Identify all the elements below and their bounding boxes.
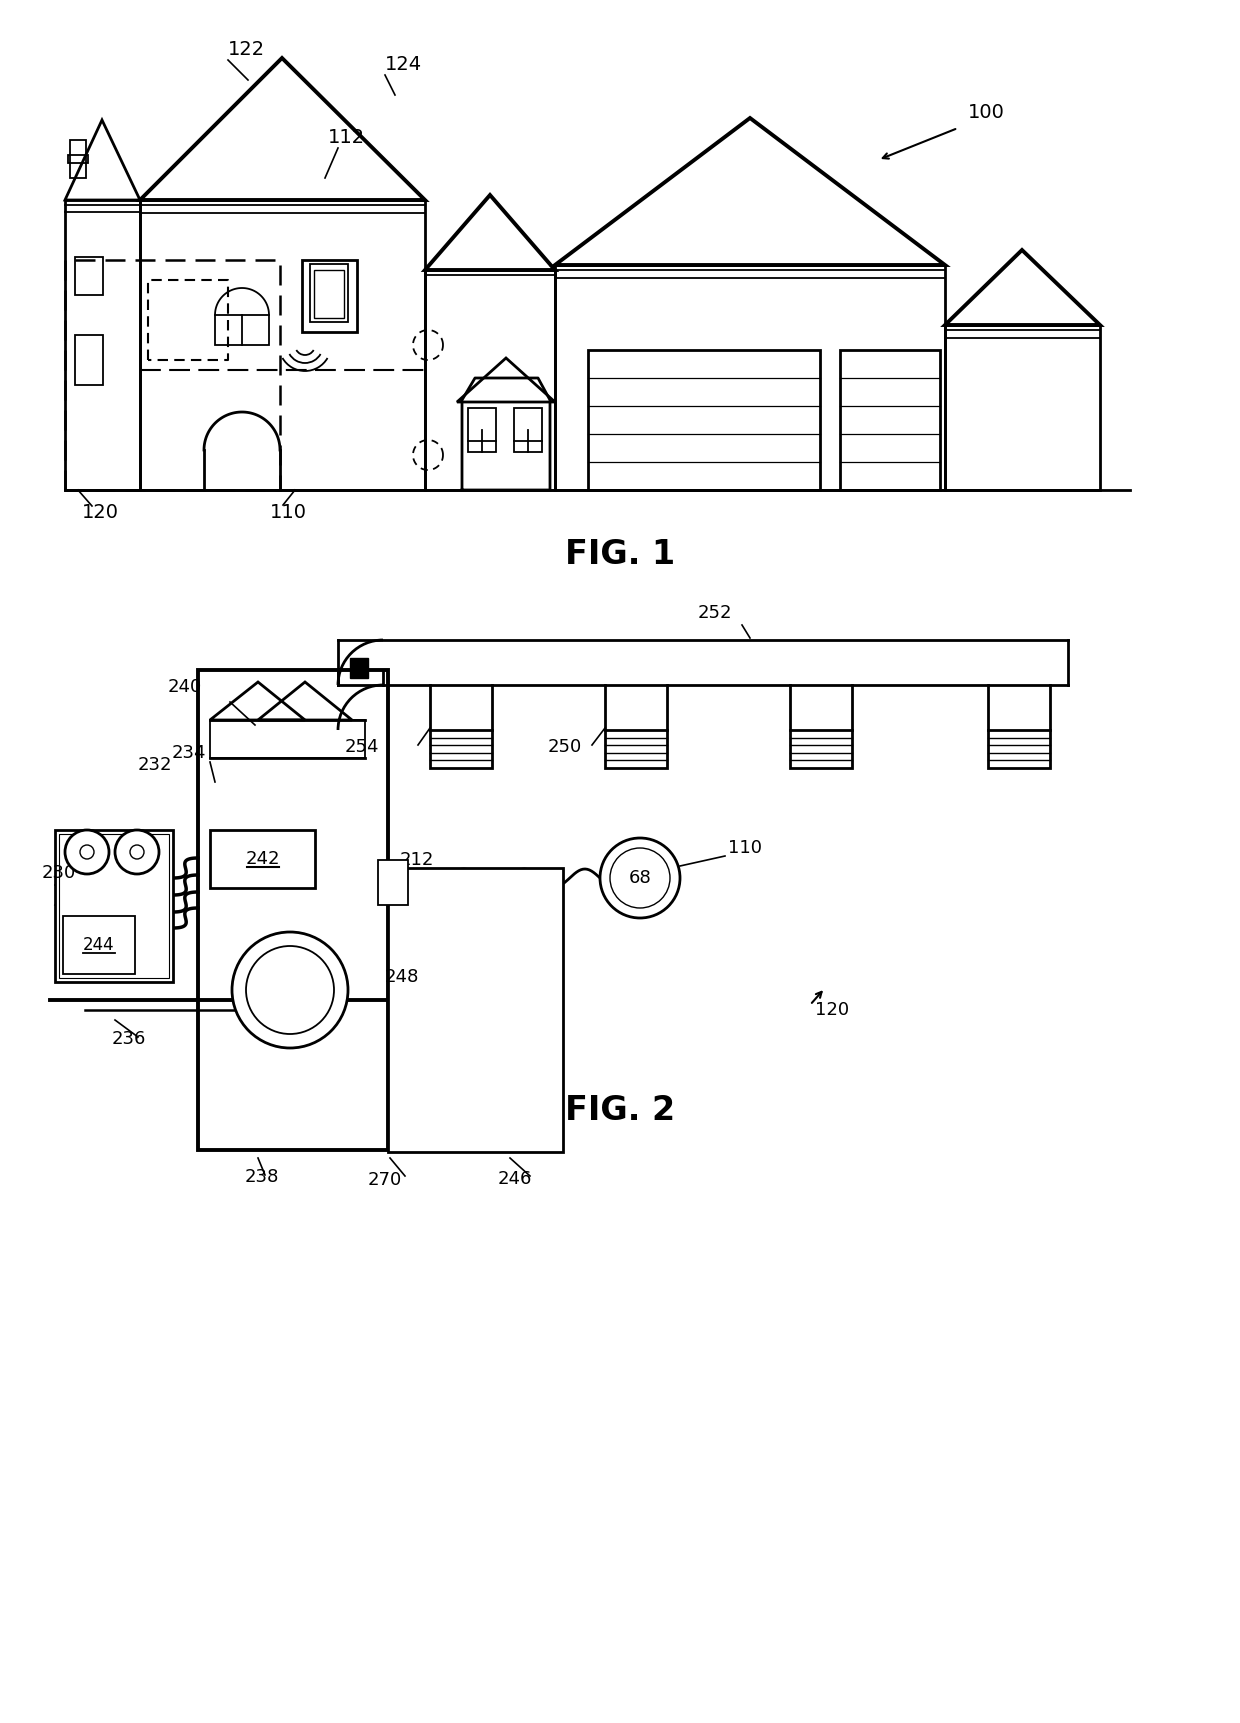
Bar xyxy=(790,731,852,768)
Bar xyxy=(467,408,496,451)
Text: 250: 250 xyxy=(548,737,583,756)
Bar xyxy=(945,326,1100,489)
Bar xyxy=(556,265,945,489)
Text: 122: 122 xyxy=(228,40,265,59)
Bar xyxy=(988,731,1050,768)
Text: 120: 120 xyxy=(82,503,119,522)
Bar xyxy=(425,271,556,489)
Bar xyxy=(215,315,269,345)
Bar xyxy=(210,830,315,887)
Text: 68: 68 xyxy=(629,868,651,887)
Bar xyxy=(605,731,667,768)
Text: 232: 232 xyxy=(138,756,172,774)
Bar xyxy=(198,670,388,1149)
Text: 242: 242 xyxy=(246,849,280,868)
Bar xyxy=(68,155,88,164)
Bar xyxy=(350,658,368,677)
Text: 212: 212 xyxy=(401,851,434,868)
Text: 252: 252 xyxy=(698,605,733,622)
Text: 246: 246 xyxy=(498,1170,532,1187)
Text: 110: 110 xyxy=(728,839,763,856)
Text: 124: 124 xyxy=(384,55,422,74)
Bar xyxy=(69,140,86,177)
Bar xyxy=(588,350,820,489)
Text: 244: 244 xyxy=(83,936,115,955)
Bar xyxy=(388,868,563,1153)
Text: 248: 248 xyxy=(384,968,419,986)
Text: FIG. 2: FIG. 2 xyxy=(565,1094,675,1127)
Text: 100: 100 xyxy=(968,103,1004,122)
Bar xyxy=(430,731,492,768)
Circle shape xyxy=(130,844,144,860)
Bar xyxy=(140,200,425,489)
Bar xyxy=(60,834,169,979)
Circle shape xyxy=(600,837,680,918)
Text: 112: 112 xyxy=(329,128,365,146)
Text: 236: 236 xyxy=(112,1030,146,1048)
Bar xyxy=(74,257,103,295)
Bar xyxy=(303,260,357,333)
Bar xyxy=(310,264,348,322)
Bar xyxy=(515,408,542,451)
Text: 254: 254 xyxy=(345,737,379,756)
Bar xyxy=(64,200,140,489)
Circle shape xyxy=(232,932,348,1048)
Text: 238: 238 xyxy=(246,1168,279,1185)
Bar xyxy=(839,350,940,489)
Text: 230: 230 xyxy=(42,863,76,882)
Text: FIG. 1: FIG. 1 xyxy=(565,539,675,572)
Text: 120: 120 xyxy=(815,1001,849,1018)
Circle shape xyxy=(81,844,94,860)
Bar xyxy=(378,860,408,905)
Circle shape xyxy=(64,830,109,874)
Bar xyxy=(74,334,103,384)
Bar xyxy=(210,720,365,758)
Text: 234: 234 xyxy=(172,744,207,762)
Text: 270: 270 xyxy=(368,1172,402,1189)
Text: 240: 240 xyxy=(167,677,202,696)
Bar xyxy=(55,830,174,982)
Circle shape xyxy=(115,830,159,874)
Bar xyxy=(63,917,135,973)
Text: 110: 110 xyxy=(270,503,308,522)
Bar xyxy=(314,271,343,319)
